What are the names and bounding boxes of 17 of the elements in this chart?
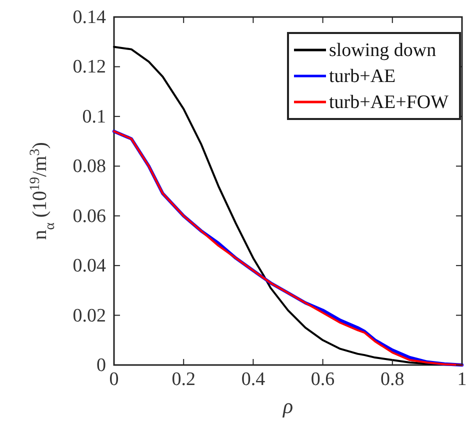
legend-label: turb+AE+FOW	[329, 92, 449, 113]
x-tick-label: 1	[457, 369, 467, 390]
x-tick-label: 0.6	[310, 369, 335, 390]
y-tick-label: 0.1	[82, 106, 106, 128]
x-axis-title: ρ	[282, 394, 294, 418]
y-tick-label: 0	[96, 355, 106, 376]
y-tick-label: 0.14	[72, 7, 106, 28]
x-tick-label: 0.4	[241, 369, 266, 390]
y-tick-label: 0.02	[72, 305, 106, 326]
y-tick-label: 0.04	[72, 256, 106, 277]
legend-label: slowing down	[329, 40, 437, 61]
legend-label: turb+AE	[329, 66, 396, 87]
y-tick-label: 0.12	[72, 56, 106, 78]
x-tick-label: 0.8	[380, 369, 404, 390]
x-tick-label: 0.2	[172, 369, 196, 390]
y-tick-label: 0.08	[72, 156, 106, 178]
y-tick-label: 0.06	[72, 206, 106, 227]
